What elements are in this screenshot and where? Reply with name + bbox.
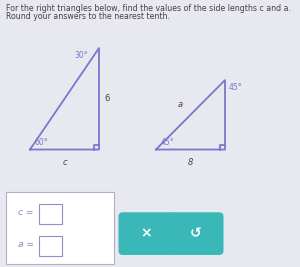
FancyBboxPatch shape — [39, 236, 62, 256]
Text: c =: c = — [18, 208, 33, 217]
Text: 60°: 60° — [34, 138, 48, 147]
Text: 6: 6 — [104, 94, 110, 103]
Text: For the right triangles below, find the values of the side lengths c and a.: For the right triangles below, find the … — [6, 4, 291, 13]
Text: Round your answers to the nearest tenth.: Round your answers to the nearest tenth. — [6, 12, 170, 21]
Text: a =: a = — [18, 240, 34, 249]
FancyBboxPatch shape — [39, 205, 62, 225]
FancyBboxPatch shape — [6, 192, 114, 264]
FancyBboxPatch shape — [168, 212, 224, 255]
Text: 45°: 45° — [160, 138, 174, 147]
Text: 45°: 45° — [229, 83, 242, 92]
Text: ↺: ↺ — [190, 227, 202, 241]
Text: ×: × — [140, 227, 152, 241]
Text: 30°: 30° — [75, 51, 88, 60]
Text: a: a — [178, 100, 183, 109]
Text: c: c — [62, 158, 67, 167]
Text: 8: 8 — [188, 158, 193, 167]
FancyBboxPatch shape — [118, 212, 174, 255]
